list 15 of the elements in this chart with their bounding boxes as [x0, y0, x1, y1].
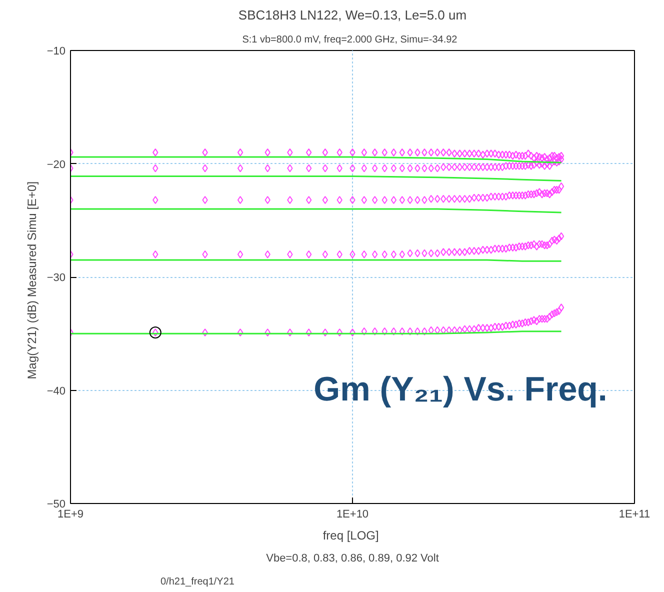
y-axis-title: Mag(Y21) (dB) Measured Simu [E+0]: [24, 181, 39, 380]
y-tick-label: −30: [46, 272, 66, 284]
x-tick-label: 1E+9: [58, 508, 84, 520]
y-tick-label: −40: [46, 385, 66, 398]
text: Vbe=0.8, 0.83, 0.86, 0.89, 0.92 Volt: [266, 552, 439, 564]
y-tick-label: −50: [46, 498, 66, 510]
y-tick-label: −10: [46, 46, 66, 58]
annotation: Gm (Y₂₁) Vs. Freq.: [314, 370, 608, 408]
x-axis-title: freq [LOG]: [322, 528, 379, 542]
x-tick-label: 1E+10: [336, 508, 369, 520]
chart-title: SBC18H3 LN122, We=0.13, Le=5.0 um: [238, 8, 467, 22]
chart-subtitle: S:1 vb=800.0 mV, freq=2.000 GHz, Simu=-34.92: [242, 34, 458, 46]
x-tick-label: 1E+11: [618, 508, 650, 520]
y-tick-label: −20: [46, 158, 66, 171]
text: 0/h21_freq1/Y21: [160, 576, 235, 588]
